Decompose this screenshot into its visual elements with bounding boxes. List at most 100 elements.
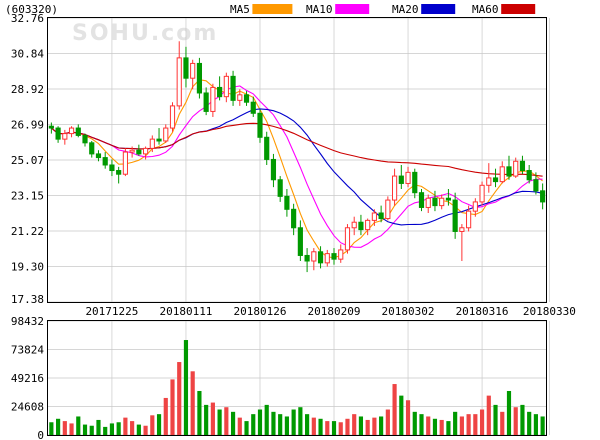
candle-body (533, 179, 539, 192)
candle-body (102, 157, 108, 166)
volume-bar (197, 390, 202, 435)
volume-bar (257, 409, 263, 435)
candle (190, 59, 196, 90)
candle-body (506, 166, 512, 177)
candle (48, 122, 54, 134)
candle-body (499, 166, 505, 183)
candle-body (439, 197, 445, 207)
candle-body (48, 125, 54, 129)
volume-bar (345, 418, 350, 435)
candle-body (304, 254, 310, 262)
candle-body (540, 190, 546, 203)
candle (196, 57, 203, 99)
candle (378, 205, 384, 223)
volume-bar (271, 411, 276, 435)
candle-body (109, 164, 115, 172)
volume-bar (291, 409, 296, 435)
candle (136, 144, 142, 156)
candle-body (149, 138, 155, 149)
candle-body (250, 101, 256, 114)
candle-body (425, 197, 431, 208)
candle (506, 155, 512, 180)
volume-tick-label: 0 (37, 429, 44, 440)
date-label: 20171225 (85, 305, 138, 318)
candle-body (472, 201, 478, 212)
volume-bar (170, 379, 175, 435)
volume-bar (150, 415, 155, 435)
candle-body (122, 151, 128, 175)
volume-bar (432, 418, 438, 435)
volume-bar (156, 414, 162, 435)
ma-line-ma60 (51, 122, 543, 177)
volume-bar (426, 416, 431, 435)
candle (526, 164, 532, 184)
volume-bar (251, 414, 256, 435)
volume-bar (264, 404, 269, 435)
price-tick-label: 26.99 (11, 119, 44, 132)
candle (533, 172, 539, 195)
volume-bar (204, 404, 209, 435)
candle-body (196, 62, 203, 94)
candle (499, 161, 505, 184)
volume-bar (486, 395, 491, 435)
moving-average-lines (51, 79, 543, 259)
candle-body (75, 127, 81, 136)
volume-bar (453, 411, 458, 435)
volume-bar (69, 423, 74, 435)
candle-body (459, 227, 465, 232)
candle (264, 131, 270, 165)
candle-body (479, 184, 485, 203)
candle (55, 126, 61, 143)
candle (358, 214, 364, 236)
volume-bar (399, 395, 404, 435)
candle-body (338, 249, 344, 260)
candle (89, 140, 95, 158)
candle (183, 46, 189, 88)
candle-body (378, 212, 384, 220)
candle (102, 152, 108, 169)
volume-bar (500, 411, 505, 435)
volume-bar (392, 384, 397, 435)
candle (432, 190, 438, 212)
price-tick-label: 19.30 (11, 261, 44, 274)
candle (365, 218, 371, 236)
candle (284, 188, 290, 217)
volume-bar (143, 425, 148, 435)
candle-body (243, 94, 250, 103)
volume-bar (89, 425, 94, 435)
price-tick-label: 28.92 (11, 83, 44, 96)
price-tick-label: 21.22 (11, 225, 44, 238)
volume-bar (459, 416, 464, 435)
candle-body (210, 86, 216, 112)
candle (331, 248, 337, 265)
price-panel-border (47, 17, 547, 303)
candle (311, 248, 317, 271)
candle (519, 155, 526, 175)
candle-body (445, 197, 452, 201)
volume-bar (513, 407, 518, 435)
candle-body (398, 175, 404, 184)
candle-body (344, 227, 351, 251)
volume-bar (379, 416, 384, 435)
candle (445, 188, 452, 206)
candle (95, 150, 102, 162)
price-tick-label: 17.38 (11, 293, 44, 306)
candle (237, 89, 243, 106)
grid-lines (48, 17, 550, 436)
candle-body (385, 199, 391, 220)
candle-body (169, 105, 176, 129)
volume-bar (123, 417, 128, 435)
candle (486, 163, 492, 193)
volume-bar (540, 416, 545, 435)
candle (540, 183, 546, 210)
candle-body (418, 192, 425, 208)
candle-body (190, 62, 196, 79)
volume-bar (96, 419, 101, 435)
price-tick-label: 23.15 (11, 190, 44, 203)
candle-body (277, 179, 283, 197)
candle (116, 166, 122, 184)
candle-body (365, 219, 371, 231)
candle (203, 87, 209, 116)
candle-body (513, 160, 519, 177)
candle (391, 168, 398, 206)
